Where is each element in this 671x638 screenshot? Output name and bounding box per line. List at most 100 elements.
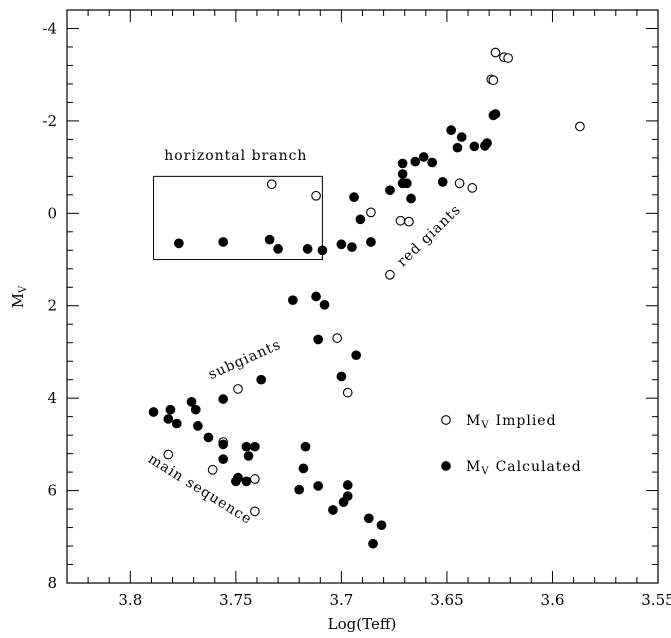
point-calculated bbox=[347, 242, 357, 252]
y-tick-label: 8 bbox=[47, 574, 57, 592]
point-calculated bbox=[287, 295, 298, 306]
point-calculated bbox=[456, 132, 467, 142]
horizontal-branch-box bbox=[153, 175, 323, 261]
point-calculated bbox=[488, 110, 499, 121]
point-calculated bbox=[397, 169, 408, 179]
annotation-main-sequence: main sequence bbox=[145, 451, 255, 528]
point-calculated bbox=[218, 237, 229, 247]
point-implied bbox=[163, 449, 174, 460]
point-calculated bbox=[418, 152, 429, 162]
legend-implied-name: Implied bbox=[496, 413, 557, 429]
y-tick-label: 2 bbox=[47, 297, 57, 315]
legend: MV Implied MV Calculated bbox=[441, 413, 582, 477]
point-calculated bbox=[328, 505, 338, 515]
point-calculated bbox=[342, 480, 353, 490]
point-calculated bbox=[355, 214, 366, 225]
point-calculated bbox=[336, 239, 347, 250]
point-calculated bbox=[218, 454, 229, 465]
annotation-red-giants: red giants bbox=[394, 202, 464, 270]
point-implied bbox=[266, 179, 277, 190]
point-calculated bbox=[368, 538, 378, 549]
point-calculated bbox=[397, 158, 408, 169]
y-tick-label: 4 bbox=[47, 389, 57, 407]
point-calculated bbox=[469, 141, 480, 152]
point-calculated bbox=[406, 193, 416, 204]
x-tick-label: 3.75 bbox=[219, 591, 252, 609]
point-calculated bbox=[294, 484, 305, 495]
point-calculated bbox=[338, 497, 349, 507]
legend-label-implied: MV Implied bbox=[466, 413, 557, 431]
axis-ticks bbox=[66, 9, 659, 584]
annotation-subgiants: subgiants bbox=[206, 337, 284, 383]
point-calculated bbox=[376, 520, 387, 531]
point-calculated bbox=[313, 334, 324, 345]
point-implied bbox=[207, 464, 218, 475]
x-tick-label: 3.6 bbox=[541, 591, 565, 609]
x-tick-label: 3.65 bbox=[430, 591, 463, 609]
point-calculated bbox=[452, 142, 463, 153]
point-calculated bbox=[203, 432, 214, 443]
point-calculated bbox=[174, 238, 184, 249]
point-calculated bbox=[186, 397, 197, 407]
point-calculated bbox=[250, 441, 260, 452]
point-implied bbox=[366, 207, 376, 218]
y-tick-label: 0 bbox=[47, 204, 57, 222]
plot-frame bbox=[66, 9, 659, 584]
legend-calculated-sub: V bbox=[480, 466, 489, 477]
x-tick-label: 3.55 bbox=[641, 591, 671, 609]
point-calculated bbox=[480, 141, 490, 151]
y-axis-title-sub: V bbox=[18, 285, 29, 294]
point-calculated bbox=[319, 299, 330, 310]
point-calculated bbox=[363, 513, 374, 524]
point-implied bbox=[395, 215, 406, 226]
point-implied bbox=[467, 183, 478, 193]
point-calculated bbox=[218, 394, 229, 404]
legend-implied-prefix: M bbox=[466, 413, 481, 429]
y-tick-label: -4 bbox=[42, 19, 57, 37]
point-implied bbox=[454, 178, 465, 189]
legend-marker-implied bbox=[441, 415, 451, 425]
legend-calculated-prefix: M bbox=[466, 459, 481, 475]
point-implied bbox=[503, 53, 513, 63]
x-tick-label: 3.8 bbox=[118, 591, 142, 609]
point-calculated bbox=[148, 407, 159, 417]
point-implied bbox=[332, 333, 343, 343]
point-calculated bbox=[273, 244, 283, 254]
point-implied bbox=[404, 216, 414, 227]
point-calculated bbox=[427, 157, 438, 168]
point-implied bbox=[490, 47, 501, 58]
point-implied bbox=[250, 506, 260, 517]
point-implied bbox=[250, 474, 260, 484]
point-calculated bbox=[231, 476, 241, 487]
point-calculated bbox=[401, 178, 412, 189]
y-tick-label: -2 bbox=[42, 112, 57, 130]
point-calculated bbox=[298, 463, 309, 474]
legend-calculated-name: Calculated bbox=[496, 459, 582, 475]
point-implied bbox=[342, 387, 353, 398]
point-calculated bbox=[264, 234, 275, 245]
point-implied bbox=[311, 190, 321, 201]
y-tick-label: 6 bbox=[47, 482, 57, 500]
point-calculated bbox=[256, 374, 267, 385]
point-calculated bbox=[193, 421, 203, 431]
legend-label-calculated: MV Calculated bbox=[466, 459, 582, 477]
point-calculated bbox=[163, 414, 174, 424]
legend-marker-calculated bbox=[441, 461, 451, 471]
point-calculated bbox=[300, 441, 311, 452]
point-calculated bbox=[311, 291, 321, 302]
point-calculated bbox=[302, 244, 313, 254]
point-implied bbox=[488, 75, 499, 86]
x-axis-title: Log(Teff) bbox=[328, 615, 397, 633]
legend-implied-sub: V bbox=[480, 420, 489, 431]
point-calculated bbox=[336, 371, 347, 382]
point-implied bbox=[233, 384, 243, 394]
data-points bbox=[148, 47, 585, 549]
point-calculated bbox=[218, 439, 229, 450]
y-axis-title-main: M bbox=[9, 293, 27, 308]
point-calculated bbox=[241, 476, 252, 487]
y-axis-title: MV bbox=[9, 285, 29, 308]
point-calculated bbox=[437, 177, 448, 187]
point-implied bbox=[575, 121, 585, 132]
point-calculated bbox=[446, 125, 457, 135]
